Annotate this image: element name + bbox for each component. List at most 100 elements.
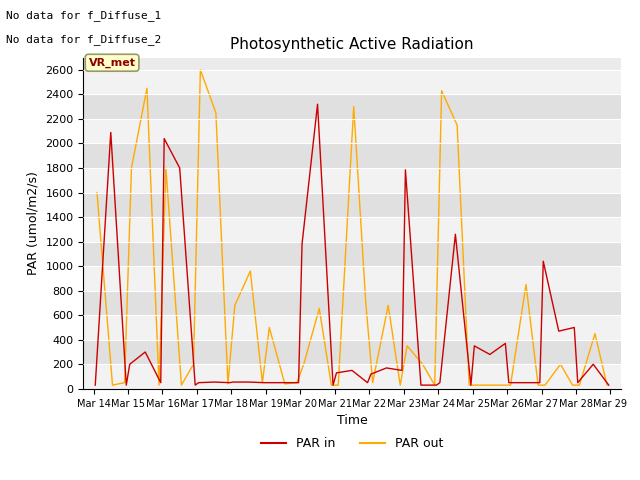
PAR out [155,382,163,388]
PAR in [452,231,460,237]
PAR out [396,382,404,388]
PAR in [364,380,371,385]
PAR out [281,381,289,387]
PAR in [314,101,321,107]
Bar [83,144,621,168]
PAR in [401,167,409,173]
Bar [83,192,621,217]
PAR in [107,130,115,135]
PAR in [126,361,134,367]
PAR out [575,382,583,388]
PAR out [591,331,599,336]
Line: PAR out: PAR out [97,70,607,385]
Bar [83,241,621,266]
PAR out [266,324,273,330]
PAR out [293,380,301,385]
PAR in [486,351,493,357]
PAR in [367,371,375,377]
PAR out [557,361,564,367]
PAR in [536,380,543,385]
PAR out [522,282,530,288]
PAR in [470,343,478,349]
PAR out [507,382,515,388]
PAR in [260,380,268,385]
PAR in [589,361,597,367]
PAR out [328,382,335,388]
PAR out [259,380,266,385]
PAR in [540,258,547,264]
Bar [83,266,621,291]
PAR in [436,380,444,385]
PAR out [403,343,411,349]
PAR out [177,382,185,388]
PAR in [122,382,130,388]
PAR in [333,370,340,376]
PAR in [279,380,287,385]
Bar [83,95,621,119]
PAR in [502,340,509,346]
PAR in [467,382,475,388]
PAR out [603,382,611,388]
Bar [83,168,621,192]
PAR in [298,241,306,247]
PAR in [505,380,513,385]
PAR in [433,382,440,388]
PAR in [141,349,149,355]
PAR out [472,382,480,388]
PAR in [605,382,612,388]
Bar [83,217,621,241]
PAR in [383,365,390,371]
PAR in [398,368,406,373]
PAR out [212,110,220,116]
PAR in [574,380,582,385]
PAR in [226,380,234,385]
Text: VR_met: VR_met [88,58,136,68]
Bar [83,119,621,144]
Text: No data for f_Diffuse_2: No data for f_Diffuse_2 [6,34,162,45]
Title: Photosynthetic Active Radiation: Photosynthetic Active Radiation [230,37,474,52]
PAR out [189,361,197,367]
Y-axis label: PAR (umol/m2/s): PAR (umol/m2/s) [27,171,40,275]
PAR out [541,382,549,388]
PAR out [143,85,151,91]
PAR in [195,380,202,385]
PAR in [176,165,184,171]
PAR out [438,88,445,94]
PAR out [162,165,170,171]
PAR out [246,268,254,274]
PAR in [417,382,425,388]
PAR out [121,380,129,385]
PAR in [520,380,528,385]
PAR in [555,328,563,334]
PAR in [229,379,237,385]
Bar [83,291,621,315]
PAR in [244,379,252,385]
PAR out [453,122,461,128]
PAR out [465,382,473,388]
PAR out [316,306,323,312]
PAR out [350,104,358,109]
PAR out [385,302,392,308]
Bar [83,315,621,340]
PAR out [93,190,101,195]
PAR in [191,382,199,388]
PAR out [196,67,204,73]
PAR out [127,165,135,171]
PAR out [369,380,376,385]
PAR out [534,382,542,388]
Bar [83,70,621,95]
PAR out [500,382,508,388]
PAR out [419,361,426,367]
Text: No data for f_Diffuse_1: No data for f_Diffuse_1 [6,10,162,21]
X-axis label: Time: Time [337,414,367,427]
PAR out [109,382,116,388]
PAR out [362,300,370,306]
PAR in [329,382,337,388]
PAR out [231,302,239,308]
PAR in [92,382,99,388]
PAR in [211,379,218,385]
PAR in [264,380,271,385]
Bar [83,340,621,364]
PAR in [295,380,303,385]
PAR in [161,136,168,142]
